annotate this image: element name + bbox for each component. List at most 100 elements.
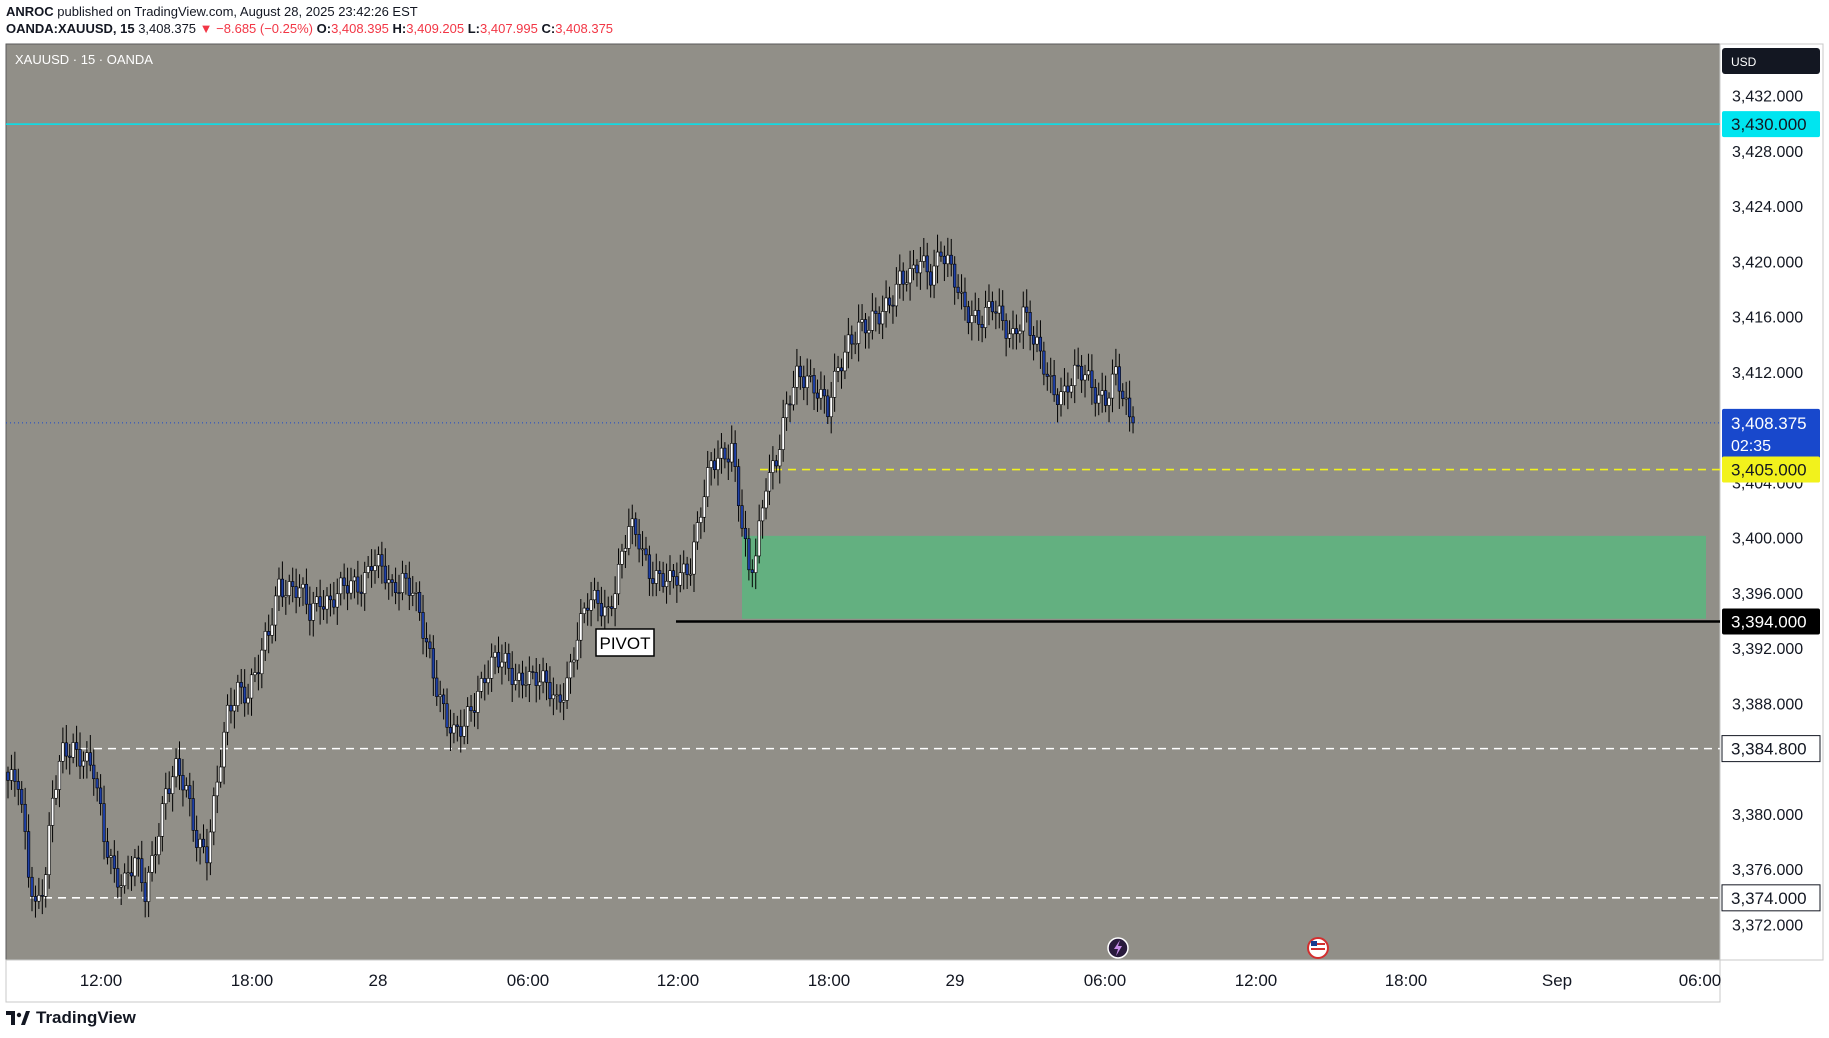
candle-body (551, 694, 555, 700)
candle-body (472, 710, 477, 713)
y-tick-label: 3,400.000 (1732, 531, 1803, 548)
candle-body (692, 541, 696, 575)
published-text: published on TradingView.com, August 28,… (57, 4, 418, 19)
candle-body (987, 301, 991, 308)
demand-zone[interactable] (742, 535, 1706, 619)
candle-body (263, 631, 267, 651)
candle-body (188, 785, 192, 799)
candle-body (1124, 397, 1128, 400)
candle-body (119, 885, 123, 888)
symbol-line: OANDA:XAUUSD, 15 (6, 21, 135, 36)
candle-body (891, 304, 895, 307)
candle-body (387, 579, 391, 584)
candle-body (538, 681, 542, 686)
candle-body (1121, 390, 1125, 399)
candle-body (795, 365, 799, 388)
candle-body (1021, 306, 1025, 332)
candle-body (740, 505, 744, 529)
candle-body (908, 268, 912, 284)
candle-body (352, 576, 357, 582)
candle-body (699, 516, 703, 523)
price-axis[interactable] (1719, 43, 1824, 961)
candle-body (267, 631, 271, 636)
pivot-annotation[interactable]: PIVOT (595, 628, 655, 657)
event-icon-purple[interactable] (1107, 937, 1129, 959)
x-tick-label: 12:00 (80, 971, 123, 990)
level-price-label-top-bg (1722, 456, 1820, 483)
candle-body (1049, 375, 1053, 377)
candle-body (297, 587, 302, 598)
candle-body (92, 764, 96, 780)
candle-body (973, 310, 977, 316)
brand-text: TradingView (36, 1008, 136, 1027)
candle-body (853, 343, 857, 345)
level-price-label: 3,374.000 (1731, 889, 1807, 908)
candle-body (1052, 375, 1056, 396)
candle-body (596, 590, 600, 604)
candle-body (140, 858, 144, 884)
event-icon-us-flag[interactable] (1307, 937, 1329, 959)
tradingview-brand[interactable]: TradingView (6, 1008, 136, 1028)
candle-body (1069, 385, 1073, 393)
candle-body (315, 596, 319, 604)
candle-body (1104, 390, 1108, 406)
lightning-icon (1114, 940, 1122, 956)
low-label: L: (467, 21, 481, 36)
plot-area[interactable] (5, 43, 1721, 961)
candle-body (445, 703, 449, 728)
candle-body (57, 760, 62, 790)
candle-body (685, 563, 689, 576)
candle-body (13, 769, 17, 782)
candle-body (706, 467, 710, 498)
y-tick-label: 3,412.000 (1732, 365, 1803, 382)
candle-body (809, 375, 813, 377)
candle-body (719, 447, 724, 459)
candle-body (1011, 328, 1015, 335)
currency-badge[interactable] (1722, 48, 1820, 74)
horizontal-levels[interactable] (6, 123, 1720, 899)
candle-body (116, 868, 120, 888)
x-tick-label: 12:00 (1235, 971, 1278, 990)
candle-body (6, 771, 10, 781)
flag-canton-icon (1311, 941, 1317, 946)
candle-body (819, 389, 823, 399)
candle-body (527, 671, 531, 685)
candle-body (754, 555, 758, 573)
candle-body (544, 670, 549, 683)
x-tick-label: 18:00 (231, 971, 274, 990)
candle-body (678, 572, 682, 586)
candle-body (321, 606, 326, 610)
candle-body (16, 781, 20, 790)
candle-body (915, 264, 919, 274)
candle-body (966, 306, 970, 323)
candle-body (339, 577, 343, 595)
candle-body (857, 321, 861, 344)
time-axis[interactable] (5, 959, 1721, 1003)
flag-stripe-icon-2 (1311, 948, 1325, 950)
candle-body (929, 271, 933, 286)
candle-body (572, 659, 576, 663)
candle-body (654, 570, 658, 584)
countdown-label: 02:35 (1731, 438, 1771, 455)
candle-body (284, 595, 288, 598)
candle-body (71, 742, 75, 758)
candle-body (514, 680, 518, 685)
candle-body (184, 785, 188, 791)
candle-body (723, 447, 727, 460)
candle-body (273, 595, 278, 626)
y-tick-label: 3,396.000 (1732, 586, 1803, 603)
candle-body (1079, 365, 1084, 381)
candle-body (301, 583, 305, 589)
currency-label: USD (1731, 55, 1757, 69)
candle-body (232, 705, 236, 712)
candle-body (78, 749, 82, 767)
candle-body (411, 592, 415, 596)
candle-body (99, 787, 103, 804)
candle-body (949, 254, 953, 265)
candle-body (44, 874, 48, 897)
candle-body (565, 677, 569, 701)
candle-body (476, 691, 480, 713)
candle-body (68, 755, 72, 758)
candle-body (448, 727, 453, 734)
